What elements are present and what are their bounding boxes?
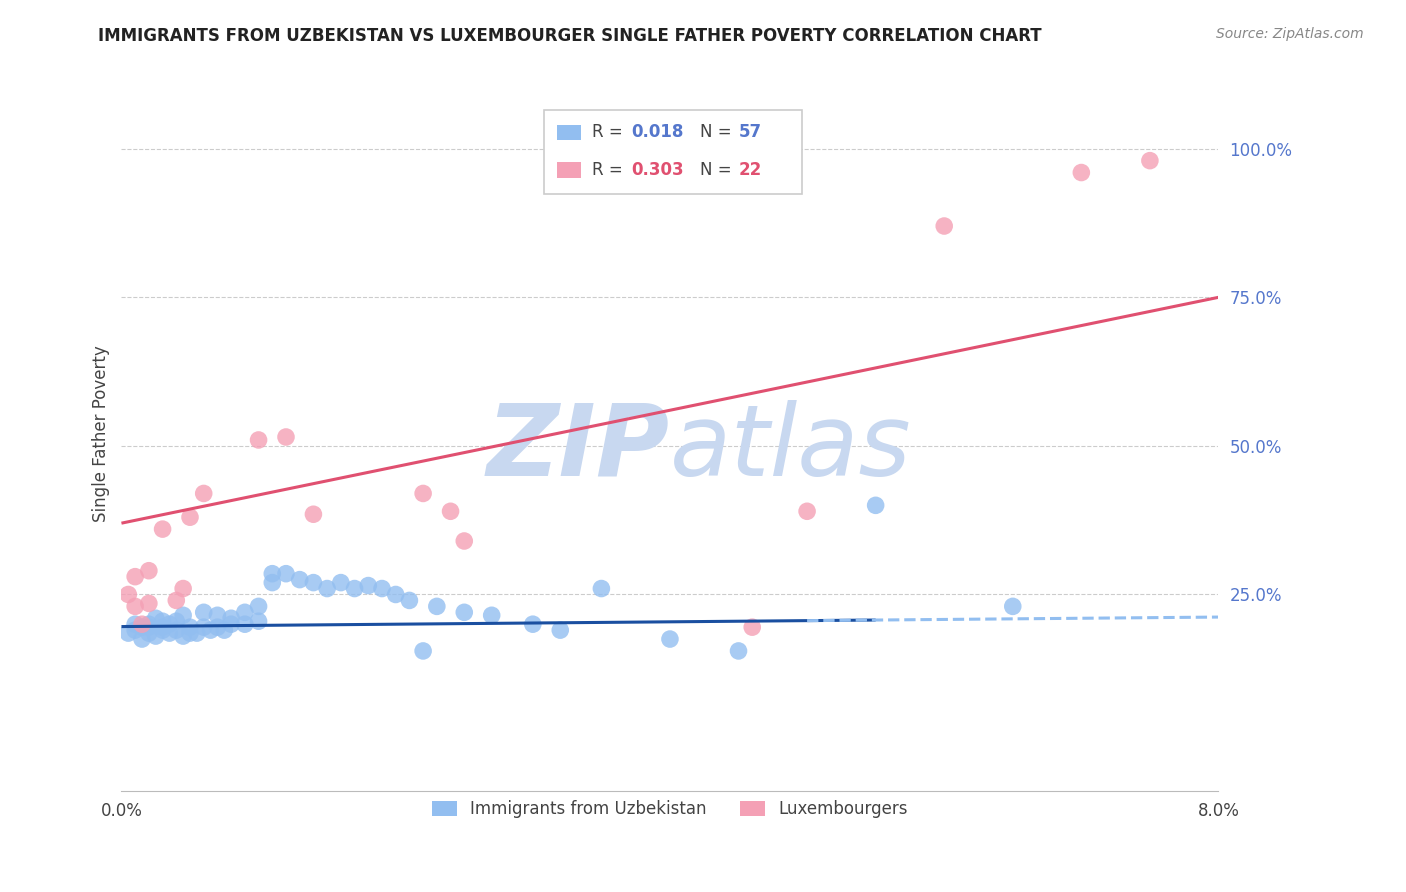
Text: 57: 57 [740,123,762,141]
Point [124,623,146,637]
Point [193,620,215,634]
Point [159,617,181,632]
Text: ZIP: ZIP [486,400,669,497]
Point [796,504,818,518]
Point [165,623,187,637]
Text: atlas: atlas [669,400,911,497]
Point [274,566,297,581]
Point [117,587,139,601]
Point [131,632,153,646]
Point [591,582,613,596]
Point [233,605,256,619]
Point [207,620,229,634]
Point [522,617,544,632]
Point [145,611,167,625]
Point [138,620,160,634]
Point [219,617,242,632]
Point [152,623,174,637]
Point [343,582,366,596]
Point [329,575,352,590]
Point [193,486,215,500]
Bar [557,125,581,140]
Point [548,623,571,637]
Point [172,629,194,643]
Point [179,626,201,640]
Point [357,578,380,592]
Y-axis label: Single Father Poverty: Single Father Poverty [93,345,110,523]
Point [481,608,503,623]
Point [302,575,325,590]
Point [152,614,174,628]
Text: IMMIGRANTS FROM UZBEKISTAN VS LUXEMBOURGER SINGLE FATHER POVERTY CORRELATION CHA: IMMIGRANTS FROM UZBEKISTAN VS LUXEMBOURG… [98,27,1042,45]
Point [658,632,681,646]
Point [288,573,311,587]
Point [186,626,208,640]
Point [727,644,749,658]
Point [124,569,146,583]
Bar [557,162,581,178]
Point [412,486,434,500]
Point [138,617,160,632]
Point [316,582,339,596]
Point [159,626,181,640]
Text: R =: R = [592,123,628,141]
Point [219,611,242,625]
Point [207,608,229,623]
Point [247,614,270,628]
Point [865,499,887,513]
Point [741,620,763,634]
Point [179,620,201,634]
Point [426,599,449,614]
Point [124,617,146,632]
Point [233,617,256,632]
Point [247,599,270,614]
Point [302,508,325,522]
Text: N =: N = [700,161,737,179]
Point [453,533,475,548]
Point [131,617,153,632]
Text: 0.303: 0.303 [631,161,685,179]
Point [131,620,153,634]
Point [934,219,956,233]
Point [172,582,194,596]
Legend: Immigrants from Uzbekistan, Luxembourgers: Immigrants from Uzbekistan, Luxembourger… [425,794,915,825]
Point [398,593,420,607]
FancyBboxPatch shape [544,110,801,194]
Point [1070,165,1092,179]
Point [262,566,284,581]
Point [274,430,297,444]
Point [179,510,201,524]
Text: Source: ZipAtlas.com: Source: ZipAtlas.com [1216,27,1364,41]
Point [138,626,160,640]
Point [193,605,215,619]
Point [412,644,434,658]
Point [152,620,174,634]
Text: R =: R = [592,161,628,179]
Point [439,504,461,518]
Point [165,614,187,628]
Text: N =: N = [700,123,737,141]
Point [214,623,236,637]
Point [172,608,194,623]
Point [247,433,270,447]
Point [138,596,160,610]
Point [165,593,187,607]
Point [138,564,160,578]
Point [200,623,222,637]
Point [152,522,174,536]
Point [1001,599,1024,614]
Point [145,629,167,643]
Text: 22: 22 [740,161,762,179]
Point [371,582,394,596]
Text: 0.018: 0.018 [631,123,683,141]
Point [117,626,139,640]
Point [453,605,475,619]
Point [124,599,146,614]
Point [384,587,406,601]
Point [1139,153,1161,168]
Point [262,575,284,590]
